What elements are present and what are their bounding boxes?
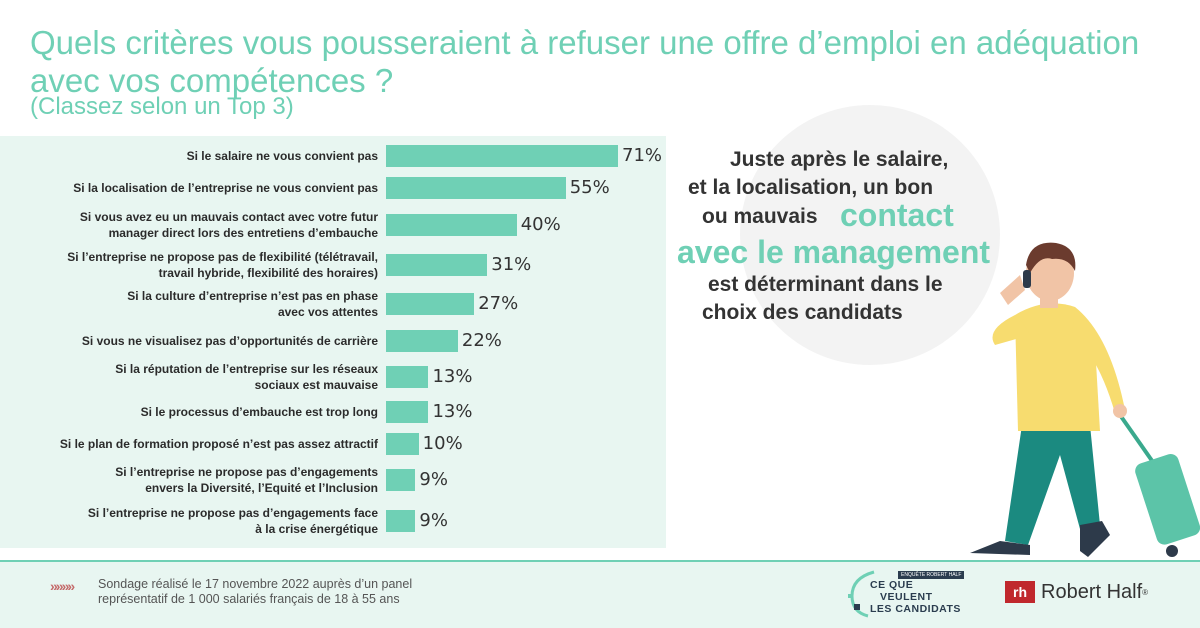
bar-label: Si le processus d’embauche est trop long <box>140 405 378 419</box>
left-hand <box>1000 275 1025 305</box>
bar-value-label: 40% <box>520 214 561 235</box>
footer <box>0 560 1200 628</box>
rh-mark-icon: rh <box>1005 581 1035 603</box>
bar <box>386 214 517 236</box>
chevrons-icon: »»»» <box>50 578 75 594</box>
left-shoe <box>970 541 1030 555</box>
bar <box>386 510 416 532</box>
hair <box>1026 242 1076 273</box>
bar <box>386 293 475 315</box>
bar-label: Si vous ne visualisez pas d’opportunités… <box>81 334 378 348</box>
bar-value-label: 9% <box>419 510 448 531</box>
bar <box>386 330 458 352</box>
bar-label: Si l’entreprise ne propose pas d’engagem… <box>115 465 378 495</box>
chart-panel <box>0 136 666 548</box>
callout-line-4: est déterminant dans le <box>708 273 943 296</box>
logo-swirl-icon <box>848 570 875 618</box>
page-title: Quels critères vous pousseraient à refus… <box>30 24 1140 99</box>
footnote-line-1: Sondage réalisé le 17 novembre 2022 aupr… <box>98 577 413 591</box>
bar-value-label: 13% <box>432 366 473 387</box>
bar-value-label: 10% <box>422 433 463 454</box>
bar <box>386 145 618 167</box>
trousers <box>1005 425 1100 545</box>
bar <box>386 254 488 276</box>
bar-value-label: 71% <box>622 145 663 166</box>
bar-label: Si vous avez eu un mauvais contact avec … <box>79 210 378 240</box>
footer-divider <box>0 560 1200 562</box>
suitcase-handle <box>1118 413 1157 467</box>
bar-label: Si l’entreprise ne propose pas d’engagem… <box>87 506 378 536</box>
bar-label: Si le salaire ne vous convient pas <box>186 149 378 163</box>
footnote-line-2: représentatif de 1 000 salariés français… <box>98 592 400 606</box>
background-circle <box>740 105 1000 365</box>
rh-registered: ® <box>1142 587 1149 597</box>
callout-accent-management: avec le management <box>677 234 991 270</box>
callout-line-2: et la localisation, un bon <box>688 176 934 199</box>
bar-value-label: 55% <box>569 177 610 198</box>
bar-label: Si la culture d’entreprise n’est pas en … <box>127 289 378 319</box>
robert-half-logo: rh Robert Half ® <box>1005 580 1148 604</box>
suitcase-wheel <box>1166 545 1178 557</box>
page-subtitle: (Classez selon un Top 3) <box>30 93 294 120</box>
bar-label: Si l’entreprise ne propose pas de flexib… <box>67 250 378 280</box>
bar-value-label: 13% <box>432 401 473 422</box>
bar-value-label: 9% <box>419 469 448 490</box>
bar-label: Si le plan de formation proposé n’est pa… <box>59 437 378 451</box>
logo-badge: ENQUÊTE ROBERT HALF <box>898 571 965 579</box>
bar-value-label: 31% <box>491 254 532 275</box>
logo-line-2: VEULENT <box>880 591 933 603</box>
right-hand <box>1113 404 1127 418</box>
left-arm <box>992 315 1030 345</box>
suitcase <box>1135 454 1200 545</box>
bar-value-label: 27% <box>478 293 519 314</box>
traveler-illustration <box>970 242 1200 557</box>
survey-footnote: Sondage réalisé le 17 novembre 2022 aupr… <box>98 577 412 607</box>
bar <box>386 401 429 423</box>
callout-line-5: choix des candidats <box>702 301 903 324</box>
right-shoe <box>1080 521 1110 557</box>
callout-line-1: Juste après le salaire, <box>730 148 949 171</box>
bar <box>386 469 416 491</box>
phone-icon <box>1023 270 1031 288</box>
bar-value-label: 22% <box>461 330 502 351</box>
bar-label: Si la réputation de l’entreprise sur les… <box>115 362 378 392</box>
bar <box>386 177 566 199</box>
logo-line-1: CE QUE <box>870 579 914 591</box>
rh-name: Robert Half <box>1041 580 1143 603</box>
bar <box>386 366 429 388</box>
callout-line-3: ou mauvais <box>702 205 818 228</box>
bar <box>386 433 419 455</box>
right-arm <box>1072 307 1125 413</box>
callout-accent-contact: contact <box>840 197 954 233</box>
ce-que-veulent-les-candidats-logo: ENQUÊTE ROBERT HALF CE QUE VEULENT LES C… <box>846 568 966 620</box>
bar-label: Si la localisation de l’entreprise ne vo… <box>73 181 378 195</box>
logo-line-3: LES CANDIDATS <box>870 603 961 615</box>
